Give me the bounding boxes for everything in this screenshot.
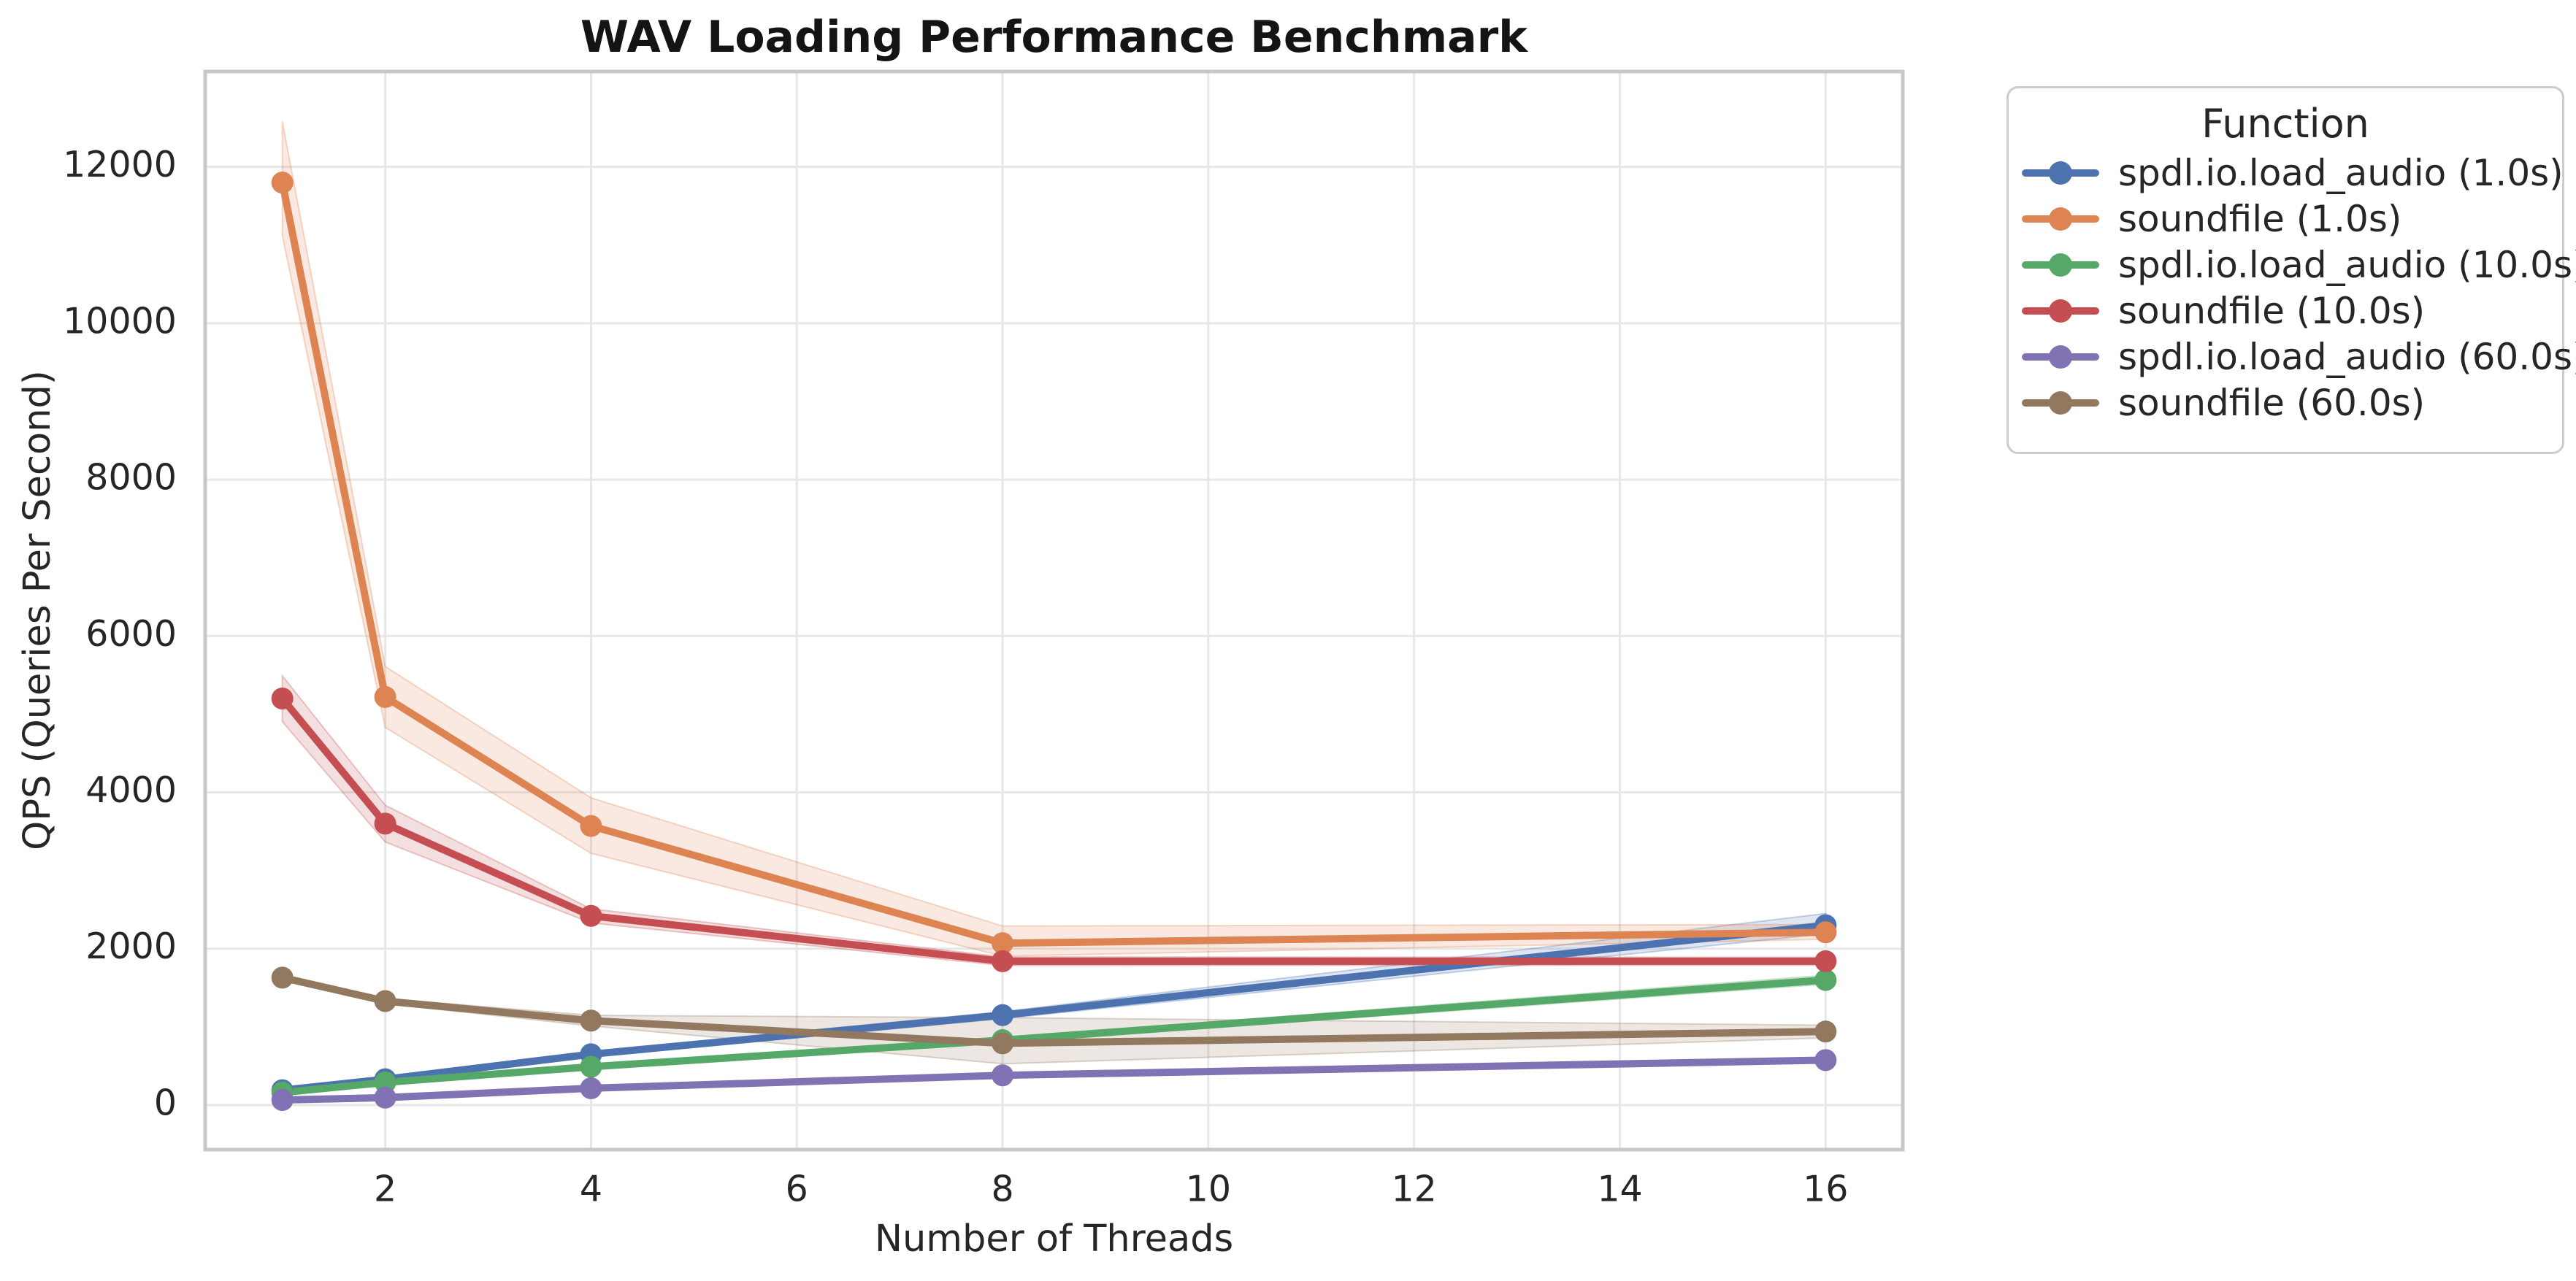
- series-marker: [1814, 969, 1837, 991]
- legend-swatch: [2022, 207, 2099, 231]
- series-marker: [580, 1009, 602, 1032]
- legend-swatch: [2022, 299, 2099, 323]
- y-tick-label: 0: [154, 1082, 177, 1123]
- x-tick-label: 14: [1597, 1169, 1642, 1210]
- series-marker: [580, 904, 602, 927]
- legend-item-label: spdl.io.load_audio (10.0s): [2118, 243, 2576, 286]
- y-tick-label: 8000: [85, 457, 177, 499]
- legend-item: spdl.io.load_audio (1.0s): [2009, 150, 2564, 196]
- legend-item-label: spdl.io.load_audio (60.0s): [2118, 335, 2576, 378]
- series-marker: [271, 966, 294, 989]
- y-tick-label: 4000: [85, 769, 177, 811]
- legend-item: soundfile (60.0s): [2009, 380, 2562, 426]
- legend-swatch-dot: [2049, 253, 2072, 277]
- series-marker: [992, 932, 1014, 955]
- x-axis-label: Number of Threads: [874, 1217, 1234, 1261]
- series-marker: [992, 1064, 1014, 1087]
- legend-swatch-dot: [2049, 299, 2072, 323]
- series-marker: [374, 685, 396, 708]
- series-marker: [580, 1055, 602, 1078]
- series-marker: [374, 990, 396, 1012]
- x-tick-label: 4: [580, 1169, 602, 1210]
- legend-swatch-dot: [2049, 345, 2072, 369]
- series-marker: [580, 815, 602, 837]
- series-marker: [1814, 1020, 1837, 1043]
- legend-swatch-dot: [2049, 161, 2072, 185]
- series-marker: [374, 1071, 396, 1093]
- legend-items: spdl.io.load_audio (1.0s) soundfile (1.0s…: [2009, 150, 2576, 426]
- legend-swatch-dot: [2049, 391, 2072, 415]
- series-ci-band: [281, 121, 1827, 957]
- y-tick-label: 2000: [85, 926, 177, 967]
- series-marker: [271, 172, 294, 194]
- chart-title: WAV Loading Performance Benchmark: [580, 12, 1528, 63]
- y-tick-label: 12000: [63, 144, 177, 185]
- x-tick-label: 6: [786, 1169, 808, 1210]
- series-marker: [1814, 921, 1837, 944]
- legend-item: spdl.io.load_audio (60.0s): [2009, 334, 2576, 380]
- legend-item: soundfile (1.0s): [2009, 196, 2562, 242]
- y-tick-label: 10000: [63, 300, 177, 342]
- series-ci-band: [281, 674, 1827, 966]
- legend-item-label: spdl.io.load_audio (1.0s): [2118, 151, 2564, 194]
- x-tick-label: 8: [991, 1169, 1013, 1210]
- series-marker: [992, 950, 1014, 972]
- series-marker: [374, 812, 396, 835]
- legend-swatch: [2022, 253, 2099, 277]
- legend-item: soundfile (10.0s): [2009, 288, 2562, 334]
- y-tick-label: 6000: [85, 613, 177, 655]
- series-marker: [992, 1004, 1014, 1026]
- series-marker: [374, 1086, 396, 1109]
- series-marker: [1814, 950, 1837, 972]
- legend-swatch: [2022, 391, 2099, 415]
- x-tick-label: 2: [374, 1169, 396, 1210]
- x-tick-label: 12: [1392, 1169, 1437, 1210]
- legend-swatch: [2022, 161, 2099, 185]
- series-marker: [271, 687, 294, 709]
- series-marker: [271, 1088, 294, 1111]
- series-line: [278, 694, 1830, 965]
- axes-frame: [203, 69, 1905, 1152]
- series-line: [278, 179, 1830, 947]
- legend-item-label: soundfile (10.0s): [2118, 289, 2426, 332]
- y-axis-label: QPS (Queries Per Second): [16, 370, 59, 850]
- legend-item: spdl.io.load_audio (10.0s): [2009, 242, 2576, 288]
- series-marker: [992, 1032, 1014, 1055]
- legend-swatch-dot: [2049, 207, 2072, 231]
- x-tick-label: 16: [1803, 1169, 1848, 1210]
- legend-item-label: soundfile (60.0s): [2118, 381, 2426, 424]
- legend-swatch: [2022, 345, 2099, 369]
- series-ci-band: [281, 974, 1827, 1065]
- legend-title: Function: [2201, 101, 2369, 147]
- series-marker: [1814, 1049, 1837, 1072]
- legend-item-label: soundfile (1.0s): [2118, 197, 2402, 240]
- series-marker: [580, 1077, 602, 1099]
- legend: Function spdl.io.load_audio (1.0s) soundf…: [2006, 86, 2576, 454]
- x-tick-label: 10: [1186, 1169, 1231, 1210]
